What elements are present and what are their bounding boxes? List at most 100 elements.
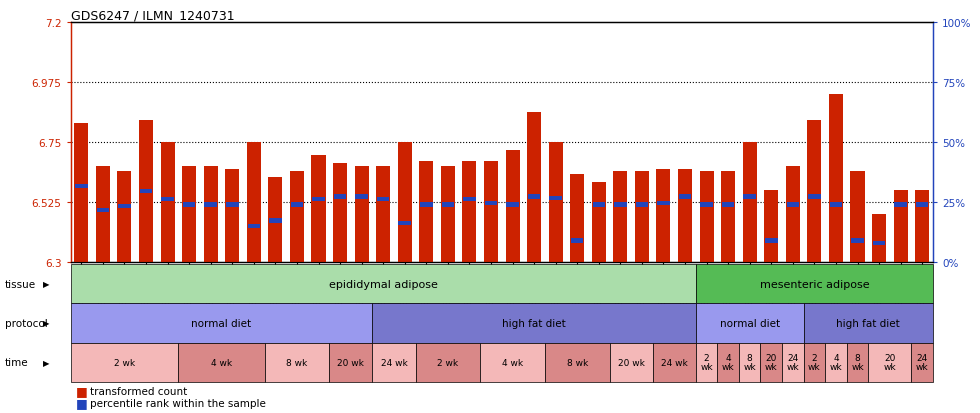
Bar [420,203,432,207]
Text: 8 wk: 8 wk [566,358,588,367]
Bar [872,214,886,262]
Bar [506,150,519,262]
Text: 24 wk: 24 wk [661,358,688,367]
Bar [808,121,821,262]
Bar [75,184,87,188]
Text: 8
wk: 8 wk [744,354,756,371]
Text: 20 wk: 20 wk [337,358,365,367]
Bar [528,195,540,199]
Text: normal diet: normal diet [191,318,252,328]
Text: 20
wk: 20 wk [765,354,777,371]
Bar [527,113,541,262]
Text: epididymal adipose: epididymal adipose [328,279,438,289]
Bar [507,203,518,207]
Text: 20 wk: 20 wk [617,358,645,367]
Bar [463,161,476,262]
Bar [161,142,174,262]
Text: 4
wk: 4 wk [830,354,842,371]
Bar [873,242,885,246]
Text: mesenteric adipose: mesenteric adipose [760,279,869,289]
Bar [313,197,324,202]
Bar [786,166,800,262]
Bar [915,190,929,262]
Bar [550,196,562,200]
Bar [808,195,820,199]
Bar [700,172,713,262]
Text: ■: ■ [75,384,87,397]
Bar [829,95,843,262]
Bar [442,203,454,207]
Bar [398,142,412,262]
Bar [377,197,389,202]
Bar [204,166,218,262]
Text: 4 wk: 4 wk [502,358,523,367]
Bar [721,172,735,262]
Text: 2
wk: 2 wk [808,354,820,371]
Bar [679,195,691,199]
Bar [182,166,196,262]
Bar [765,239,777,243]
Bar [97,208,109,212]
Bar [376,166,390,262]
Bar [764,190,778,262]
Text: 2 wk: 2 wk [437,358,459,367]
Bar [333,164,347,262]
Bar [570,174,584,262]
Bar [290,172,304,262]
Text: transformed count: transformed count [90,386,187,396]
Text: high fat diet: high fat diet [836,318,901,328]
Bar [356,195,368,199]
Bar [183,203,195,207]
Bar [291,203,303,207]
Bar [139,121,153,262]
Bar [830,203,842,207]
Text: 2 wk: 2 wk [114,358,135,367]
Bar [658,202,669,206]
Text: ▶: ▶ [43,358,50,367]
Text: 4 wk: 4 wk [211,358,232,367]
Bar [593,203,605,207]
Text: 8 wk: 8 wk [286,358,308,367]
Bar [226,203,238,207]
Text: 2
wk: 2 wk [701,354,712,371]
Bar [744,195,756,199]
Text: high fat diet: high fat diet [502,318,566,328]
Bar [162,197,173,202]
Text: 20
wk: 20 wk [884,354,896,371]
Text: time: time [5,357,28,368]
Bar [657,169,670,262]
Bar [96,166,110,262]
Bar [678,169,692,262]
Bar [118,172,131,262]
Bar [74,124,88,262]
Text: tissue: tissue [5,279,36,289]
Text: 24
wk: 24 wk [787,354,799,371]
Text: 4
wk: 4 wk [722,354,734,371]
Bar [355,166,368,262]
Text: 24
wk: 24 wk [916,354,928,371]
Text: normal diet: normal diet [719,318,780,328]
Bar [270,219,281,223]
Bar [549,142,563,262]
Bar [635,172,649,262]
Bar [205,203,217,207]
Bar [119,204,130,209]
Bar [485,202,497,206]
Bar [484,161,498,262]
Bar [441,166,455,262]
Bar [722,203,734,207]
Bar [852,239,863,243]
Text: ▶: ▶ [43,280,50,288]
Bar [140,190,152,194]
Bar [592,183,606,262]
Text: 24 wk: 24 wk [380,358,408,367]
Bar [269,177,282,262]
Bar [334,195,346,199]
Bar [614,203,626,207]
Bar [636,203,648,207]
Bar [247,142,261,262]
Bar [743,142,757,262]
Bar [895,203,906,207]
Bar [613,172,627,262]
Text: 8
wk: 8 wk [852,354,863,371]
